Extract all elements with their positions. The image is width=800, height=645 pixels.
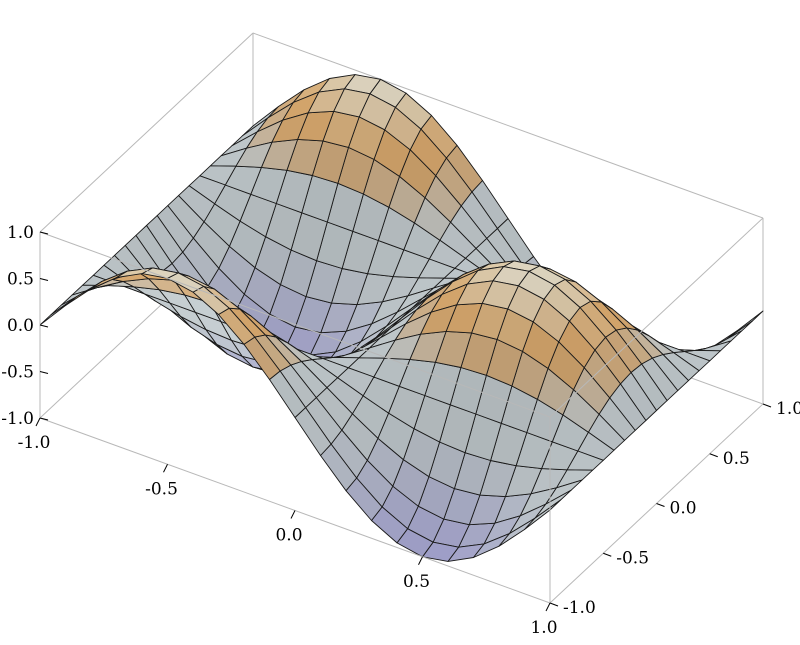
y-axis-tick xyxy=(762,403,772,408)
x-tick-label: -1.0 xyxy=(18,433,51,453)
surface-patch xyxy=(116,267,154,278)
surface-mesh xyxy=(39,74,764,562)
y-tick-label: -0.5 xyxy=(616,548,649,568)
axis-ticks: -1.0 -0.5 0.0 0.5 1.0 -1.0 -0.5 0.0 0.5 1.0 -1.0 -0… xyxy=(1,223,800,638)
z-axis-tick xyxy=(39,371,49,374)
y-tick-label: 0.5 xyxy=(723,449,750,469)
y-tick-label: 1.0 xyxy=(776,399,800,419)
box-edge-front xyxy=(39,231,551,418)
surface-patch xyxy=(307,88,345,114)
z-tick-label: 0.5 xyxy=(7,270,34,290)
y-axis-tick xyxy=(709,453,718,458)
z-axis-tick xyxy=(39,417,49,421)
x-axis-tick xyxy=(418,556,423,565)
x-axis-tick xyxy=(290,510,296,519)
box-edge-front xyxy=(549,217,764,418)
x-tick-label: -0.5 xyxy=(145,479,178,499)
z-tick-label: -1.0 xyxy=(1,409,34,429)
z-tick-label: 0.0 xyxy=(7,316,34,336)
x-axis-tick xyxy=(35,417,41,427)
box-edge-back xyxy=(252,32,764,219)
x-axis-tick xyxy=(545,602,551,612)
box-edge-back xyxy=(39,32,254,233)
z-axis-tick xyxy=(39,231,49,235)
x-tick-label: 0.0 xyxy=(275,526,302,546)
x-tick-label: 1.0 xyxy=(530,618,557,638)
surface-patch xyxy=(524,499,562,530)
x-tick-label: 0.5 xyxy=(403,572,430,592)
y-axis-tick xyxy=(603,552,612,557)
z-tick-label: 1.0 xyxy=(7,223,34,243)
y-axis-tick xyxy=(656,503,665,507)
y-tick-label: -1.0 xyxy=(563,598,596,618)
y-axis-tick xyxy=(549,602,559,607)
surface-patch xyxy=(456,280,494,306)
x-axis-tick xyxy=(163,464,168,473)
z-tick-label: -0.5 xyxy=(1,363,34,383)
z-axis-tick xyxy=(39,324,49,328)
y-tick-label: 0.0 xyxy=(670,499,697,519)
z-axis-tick xyxy=(39,278,49,281)
